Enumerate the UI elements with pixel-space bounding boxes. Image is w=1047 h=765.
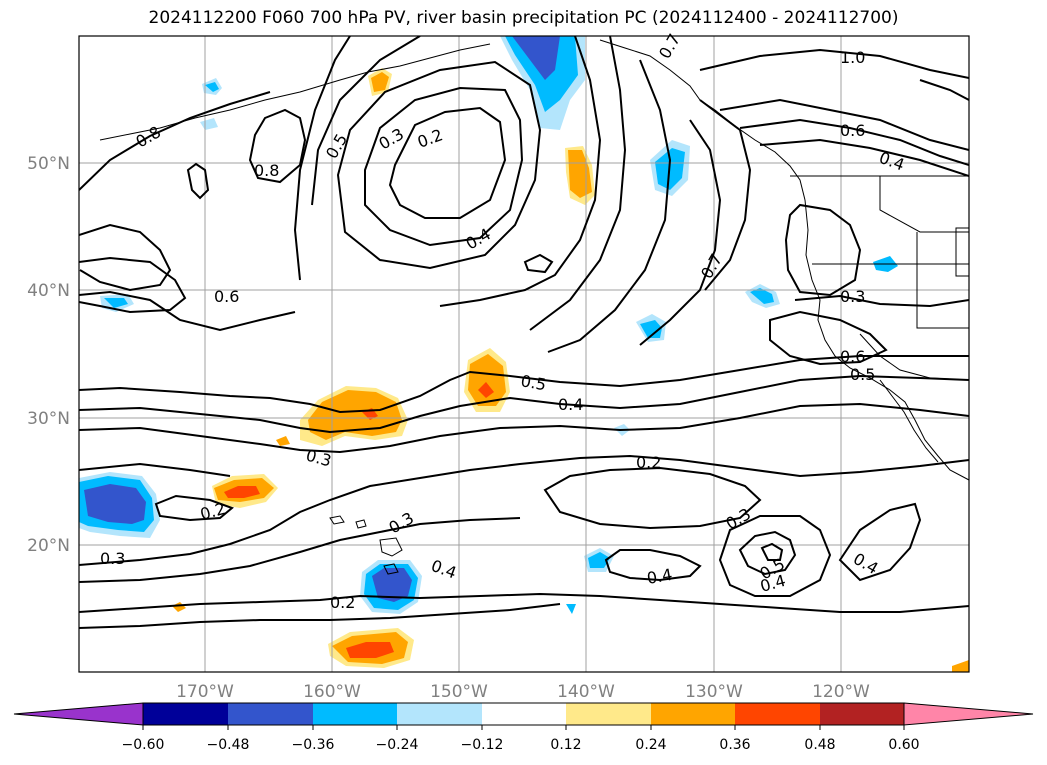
contour-label: 0.7 <box>697 250 726 282</box>
contour-label: 0.4 <box>429 556 459 583</box>
contour-label: 0.5 <box>850 365 875 384</box>
colorbar-tick-label: 0.24 <box>635 737 666 753</box>
shade-cyan-small-2 <box>200 118 218 130</box>
lat-label: 30°N <box>27 409 70 429</box>
lon-label: 160°W <box>303 682 361 702</box>
colorbar-ticks <box>142 725 905 730</box>
contour-label: 0.2 <box>198 499 228 524</box>
contour-label: 0.8 <box>254 161 279 180</box>
contour-label: 0.2 <box>330 593 355 612</box>
contour-label: 0.3 <box>100 549 125 568</box>
colorbar-segment <box>735 703 820 725</box>
colorbar-tick-label: 0.48 <box>804 737 835 753</box>
colorbar-segment <box>566 703 651 725</box>
contour-label: 0.4 <box>558 395 583 414</box>
pv-contours <box>79 36 969 629</box>
lon-label: 130°W <box>685 682 743 702</box>
latitude-labels: 50°N 40°N 30°N 20°N <box>27 154 70 556</box>
contour-label: 0.3 <box>386 508 418 537</box>
contour-label: 0.7 <box>655 30 684 62</box>
contour-label: 0.6 <box>840 347 865 366</box>
contour-labels: 1.0 0.8 0.5 0.3 0.2 0.8 0.4 0.7 0.6 0.4 … <box>100 30 907 612</box>
contour-label: 0.5 <box>322 130 351 162</box>
contour-label: 0.2 <box>415 125 445 152</box>
contour-label: 0.4 <box>877 148 907 175</box>
colorbar-extend-left <box>13 702 144 726</box>
contour-label: 0.2 <box>636 453 661 472</box>
contour-label: 0.6 <box>840 121 865 140</box>
contour-label: 0.3 <box>840 287 865 306</box>
contour-label: 0.3 <box>304 446 334 471</box>
lon-label: 140°W <box>557 682 615 702</box>
contour-label: 0.5 <box>519 371 547 394</box>
colorbar-segment <box>313 703 397 725</box>
lon-label: 150°W <box>430 682 488 702</box>
colorbar-segment <box>820 703 904 725</box>
lat-label: 50°N <box>27 154 70 174</box>
colorbar-tick-label: 0.12 <box>550 737 581 753</box>
colorbar-segment <box>651 703 735 725</box>
colorbar-segment <box>482 703 566 725</box>
shade-orange-corner <box>952 660 969 672</box>
precipitation-shading <box>79 36 969 672</box>
colorbar-segment <box>143 703 228 725</box>
contour-label: 0.4 <box>645 565 673 588</box>
colorbar-tick-label: −0.24 <box>376 737 419 753</box>
contour-label: 1.0 <box>840 48 865 67</box>
colorbar-segment <box>228 703 313 725</box>
colorbar-segment <box>397 703 482 725</box>
shade-orange-tiny <box>172 602 186 612</box>
contour-label: 0.6 <box>214 287 239 306</box>
colorbar-extend-right <box>903 702 1034 726</box>
lat-label: 40°N <box>27 281 70 301</box>
chart-title: 2024112200 F060 700 hPa PV, river basin … <box>148 8 899 28</box>
graticule <box>79 36 969 672</box>
colorbar: −0.60 −0.48 −0.36 −0.24 −0.12 0.12 0.24 … <box>13 702 1034 753</box>
coastlines <box>99 39 969 575</box>
longitude-labels: 170°W 160°W 150°W 140°W 130°W 120°W <box>176 682 870 702</box>
colorbar-outline <box>142 702 905 726</box>
lon-label: 170°W <box>176 682 234 702</box>
colorbar-tick-label: −0.36 <box>292 737 335 753</box>
colorbar-tick-label: −0.12 <box>461 737 504 753</box>
lat-label: 20°N <box>27 536 70 556</box>
colorbar-tick-label: −0.60 <box>122 737 165 753</box>
colorbar-tick-label: −0.48 <box>207 737 250 753</box>
lon-label: 120°W <box>812 682 870 702</box>
map-frame <box>78 35 970 673</box>
contour-label: 0.8 <box>133 122 165 151</box>
colorbar-tick-label: 0.36 <box>719 737 750 753</box>
colorbar-tick-label: 0.60 <box>888 737 919 753</box>
